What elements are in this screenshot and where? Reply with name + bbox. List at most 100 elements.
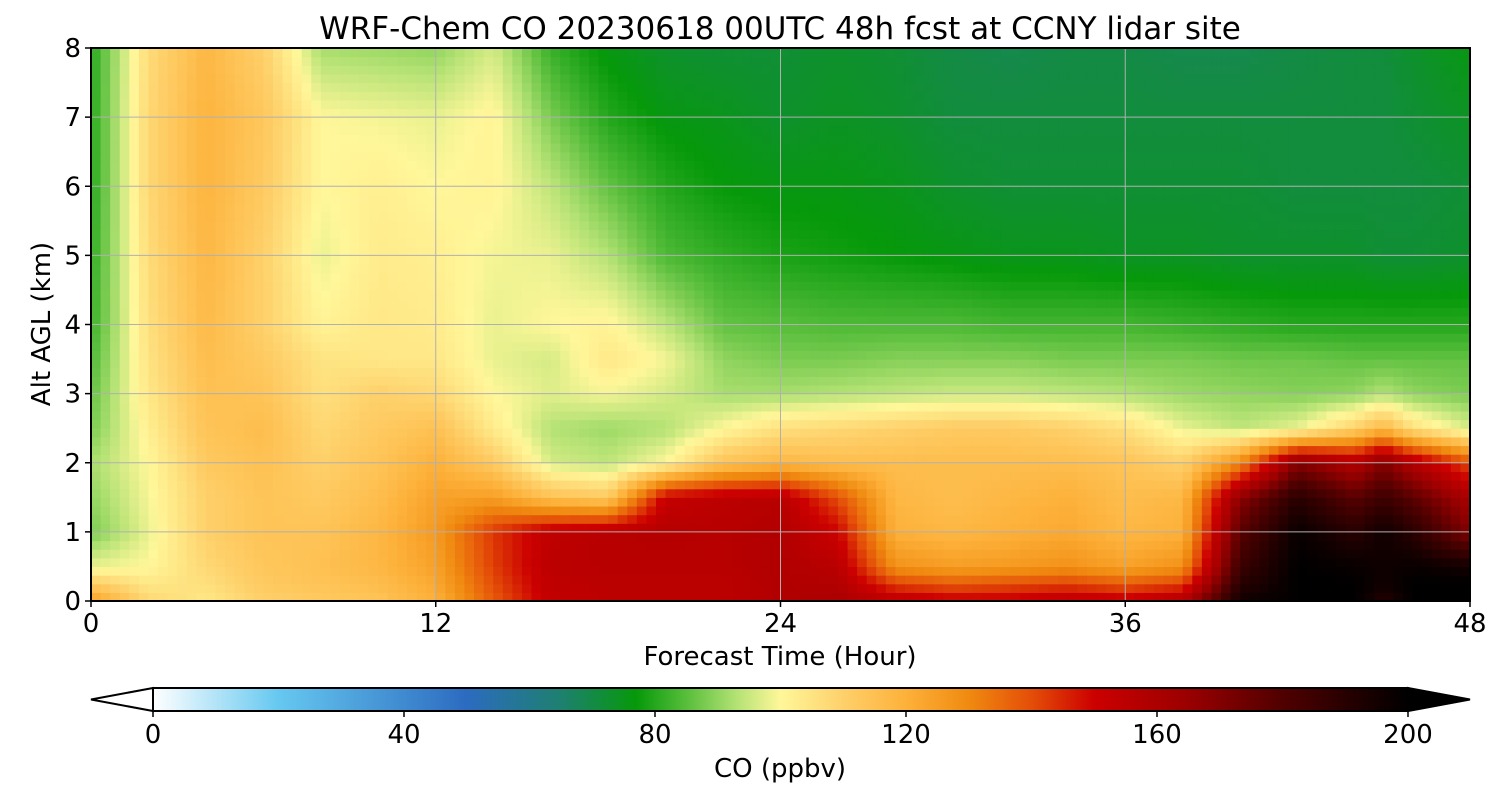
heat-cell — [1010, 549, 1021, 559]
heat-cell — [617, 505, 628, 516]
heat-cell — [780, 350, 791, 360]
heat-cell — [790, 557, 801, 568]
heat-cell — [1450, 471, 1462, 481]
heat-cell — [301, 324, 312, 334]
heat-cell — [608, 298, 619, 308]
heat-cell — [330, 531, 341, 542]
heat-cell — [445, 324, 456, 334]
heat-cell — [148, 393, 159, 403]
heat-cell — [1383, 393, 1394, 403]
heat-cell — [1058, 410, 1069, 421]
heat-cell — [857, 462, 868, 472]
heat-cell — [1316, 583, 1327, 593]
heat-cell — [1230, 523, 1241, 533]
heat-cell — [474, 505, 485, 516]
heat-cell — [1000, 549, 1011, 559]
heat-cell — [196, 393, 207, 403]
heat-cell — [665, 497, 676, 507]
heat-cell — [847, 324, 858, 334]
heat-cell — [636, 488, 648, 498]
heat-cell — [407, 419, 418, 429]
heat-cell — [378, 298, 389, 308]
heat-cell — [904, 471, 916, 481]
heat-cell — [225, 575, 236, 585]
heat-cell — [1402, 497, 1414, 507]
heat-cell — [215, 419, 226, 429]
heat-cell — [91, 419, 102, 429]
heat-cell — [282, 514, 293, 524]
heat-cell — [1326, 376, 1337, 386]
heat-cell — [560, 298, 571, 308]
heat-cell — [809, 341, 820, 352]
heat-cell — [1153, 324, 1165, 334]
heat-cell — [493, 307, 504, 317]
heat-cell — [598, 505, 609, 516]
heat-cell — [665, 350, 676, 360]
heat-cell — [531, 488, 542, 498]
heat-cell — [847, 402, 858, 412]
heat-cell — [339, 393, 351, 403]
heat-cell — [1335, 307, 1347, 317]
heat-cell — [579, 307, 590, 317]
heat-cell — [981, 540, 992, 550]
heat-cell — [196, 307, 207, 317]
heat-cell — [1221, 410, 1232, 421]
heat-cell — [1316, 341, 1327, 352]
heat-cell — [780, 549, 791, 559]
heat-cell — [521, 436, 533, 447]
heat-cell — [1000, 324, 1011, 334]
heat-cell — [1316, 333, 1327, 343]
heat-cell — [675, 488, 686, 498]
heat-cell — [1374, 341, 1385, 352]
heat-cell — [215, 367, 226, 377]
heat-cell — [158, 566, 169, 576]
heat-cell — [1364, 445, 1375, 455]
heat-cell — [186, 462, 197, 472]
heat-cell — [904, 514, 916, 524]
heat-cell — [263, 480, 274, 490]
heat-cell — [703, 505, 715, 516]
heat-cell — [1374, 315, 1385, 326]
heat-cell — [598, 531, 609, 542]
heat-cell — [569, 324, 580, 334]
heat-cell — [1029, 575, 1040, 585]
heat-cell — [1163, 523, 1174, 533]
heat-cell — [1383, 566, 1394, 576]
heat-cell — [1144, 367, 1155, 377]
heat-cell — [579, 315, 590, 326]
heat-cell — [751, 462, 762, 472]
heat-cell — [550, 341, 561, 352]
heat-cell — [454, 324, 466, 334]
heat-cell — [311, 307, 322, 317]
heat-cell — [1058, 359, 1069, 369]
heat-cell — [531, 471, 542, 481]
heat-cell — [1058, 540, 1069, 550]
heat-cell — [407, 428, 418, 438]
heat-cell — [962, 566, 973, 576]
heat-cell — [761, 575, 772, 585]
heat-cell — [1163, 445, 1174, 455]
heat-cell — [1144, 488, 1155, 498]
heat-cell — [1192, 557, 1203, 568]
heat-cell — [1297, 410, 1308, 421]
heat-cell — [119, 393, 130, 403]
heat-cell — [445, 497, 456, 507]
heat-cell — [1125, 402, 1136, 412]
heat-cell — [339, 592, 351, 601]
heat-cell — [1393, 341, 1404, 352]
heat-cell — [349, 410, 360, 421]
heat-cell — [1326, 359, 1337, 369]
heat-cell — [148, 298, 159, 308]
heat-cell — [742, 454, 753, 464]
heat-cell — [244, 393, 255, 403]
heat-cell — [646, 393, 657, 403]
heat-cell — [1115, 333, 1126, 343]
heat-cell — [320, 497, 332, 507]
heat-cell — [1259, 583, 1270, 593]
heat-cell — [330, 471, 341, 481]
heat-cell — [234, 298, 245, 308]
heat-cell — [560, 324, 571, 334]
heat-cell — [1402, 307, 1414, 317]
heat-cell — [368, 549, 379, 559]
heat-cell — [656, 436, 667, 447]
